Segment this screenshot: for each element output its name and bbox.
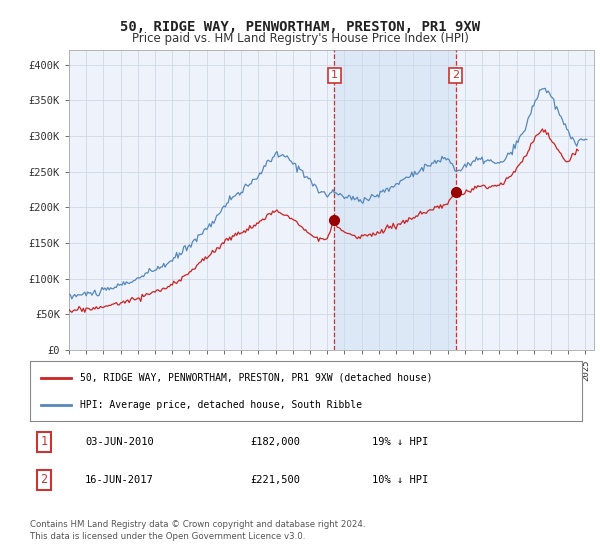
Text: £221,500: £221,500	[251, 475, 301, 485]
Text: 50, RIDGE WAY, PENWORTHAM, PRESTON, PR1 9XW (detached house): 50, RIDGE WAY, PENWORTHAM, PRESTON, PR1 …	[80, 372, 432, 382]
Text: 10% ↓ HPI: 10% ↓ HPI	[372, 475, 428, 485]
Text: 19% ↓ HPI: 19% ↓ HPI	[372, 437, 428, 447]
Text: 1: 1	[331, 71, 338, 81]
Text: 2: 2	[452, 71, 459, 81]
Text: 16-JUN-2017: 16-JUN-2017	[85, 475, 154, 485]
Text: Price paid vs. HM Land Registry's House Price Index (HPI): Price paid vs. HM Land Registry's House …	[131, 32, 469, 45]
Bar	[334, 50, 455, 350]
Text: 2: 2	[40, 473, 47, 487]
Text: 03-JUN-2010: 03-JUN-2010	[85, 437, 154, 447]
Text: Contains HM Land Registry data © Crown copyright and database right 2024.: Contains HM Land Registry data © Crown c…	[30, 520, 365, 529]
Text: This data is licensed under the Open Government Licence v3.0.: This data is licensed under the Open Gov…	[30, 532, 305, 541]
Text: 1: 1	[40, 435, 47, 449]
Text: 50, RIDGE WAY, PENWORTHAM, PRESTON, PR1 9XW: 50, RIDGE WAY, PENWORTHAM, PRESTON, PR1 …	[120, 20, 480, 34]
Text: £182,000: £182,000	[251, 437, 301, 447]
Text: HPI: Average price, detached house, South Ribble: HPI: Average price, detached house, Sout…	[80, 400, 362, 410]
